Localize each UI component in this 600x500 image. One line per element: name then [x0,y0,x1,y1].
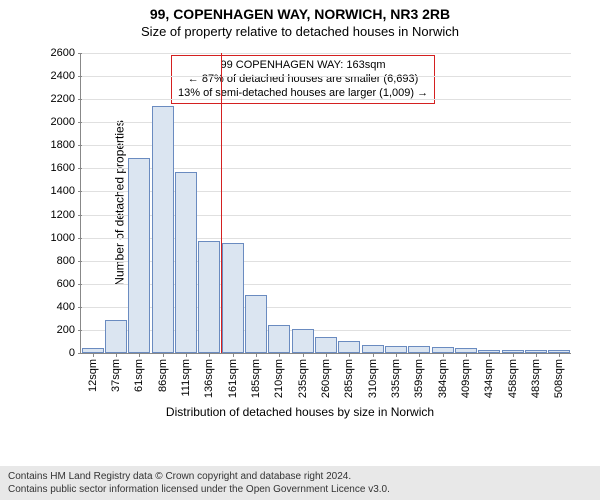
x-tick-label: 335sqm [390,359,402,398]
chart-container: Number of detached properties 99 COPENHA… [20,43,580,413]
x-tick-label: 310sqm [367,359,379,398]
histogram-bar [152,106,174,353]
x-tick-label: 458sqm [507,359,519,398]
histogram-bar [338,341,360,353]
y-tick-label: 2000 [51,116,81,128]
x-tick-mark [303,353,304,357]
x-tick-mark [489,353,490,357]
chart-title-main: 99, COPENHAGEN WAY, NORWICH, NR3 2RB [0,0,600,22]
y-tick-label: 1200 [51,209,81,221]
x-tick-label: 384sqm [437,359,449,398]
x-tick-label: 161sqm [227,359,239,398]
annotation-line-1: 99 COPENHAGEN WAY: 163sqm [178,59,428,73]
x-tick-mark [163,353,164,357]
gridline [81,76,571,77]
histogram-bar [292,329,314,353]
footer-line-2: Contains public sector information licen… [8,483,592,496]
x-tick-mark [116,353,117,357]
x-tick-label: 260sqm [320,359,332,398]
x-tick-label: 136sqm [203,359,215,398]
x-tick-label: 235sqm [297,359,309,398]
x-tick-mark [279,353,280,357]
x-tick-label: 12sqm [87,359,99,392]
x-tick-mark [396,353,397,357]
y-tick-label: 2200 [51,93,81,105]
histogram-bar [198,241,220,353]
y-tick-label: 600 [57,278,81,290]
y-tick-label: 1000 [51,232,81,244]
footer: Contains HM Land Registry data © Crown c… [0,466,600,500]
x-tick-mark [186,353,187,357]
y-tick-label: 1800 [51,139,81,151]
x-tick-label: 483sqm [530,359,542,398]
x-tick-mark [466,353,467,357]
x-tick-label: 37sqm [110,359,122,392]
y-tick-label: 2600 [51,47,81,59]
y-tick-label: 1600 [51,162,81,174]
x-tick-label: 86sqm [157,359,169,392]
histogram-bar [175,172,197,353]
histogram-bar [105,320,127,353]
histogram-bar [268,325,290,353]
x-tick-mark [513,353,514,357]
x-tick-label: 508sqm [553,359,565,398]
x-tick-label: 61sqm [133,359,145,392]
x-tick-label: 111sqm [180,359,192,397]
y-tick-label: 1400 [51,185,81,197]
x-tick-mark [139,353,140,357]
gridline [81,99,571,100]
x-tick-mark [256,353,257,357]
histogram-bar [128,158,150,353]
x-tick-mark [209,353,210,357]
plot-area: Number of detached properties 99 COPENHA… [80,53,571,354]
histogram-bar [222,243,244,353]
y-tick-label: 800 [57,255,81,267]
histogram-bar [385,346,407,353]
annotation-line-2: ← 87% of detached houses are smaller (6,… [178,73,428,87]
x-tick-mark [536,353,537,357]
x-tick-mark [349,353,350,357]
histogram-bar [245,295,267,353]
gridline [81,53,571,54]
y-tick-label: 2400 [51,70,81,82]
x-tick-mark [443,353,444,357]
x-tick-label: 210sqm [273,359,285,398]
x-tick-label: 185sqm [250,359,262,398]
x-axis-label: Distribution of detached houses by size … [166,405,434,419]
x-tick-label: 409sqm [460,359,472,398]
x-tick-label: 434sqm [483,359,495,398]
x-tick-mark [373,353,374,357]
histogram-bar [408,346,430,353]
annotation-box: 99 COPENHAGEN WAY: 163sqm ← 87% of detac… [171,55,435,104]
x-tick-mark [326,353,327,357]
footer-line-1: Contains HM Land Registry data © Crown c… [8,470,592,483]
x-tick-mark [93,353,94,357]
histogram-bar [315,337,337,353]
x-tick-label: 359sqm [413,359,425,398]
y-tick-label: 0 [69,347,81,359]
x-tick-mark [559,353,560,357]
histogram-bar [362,345,384,353]
reference-line [221,53,222,353]
x-tick-label: 285sqm [343,359,355,398]
chart-title-sub: Size of property relative to detached ho… [0,22,600,43]
y-tick-label: 200 [57,324,81,336]
x-tick-mark [233,353,234,357]
x-tick-mark [419,353,420,357]
y-tick-label: 400 [57,301,81,313]
